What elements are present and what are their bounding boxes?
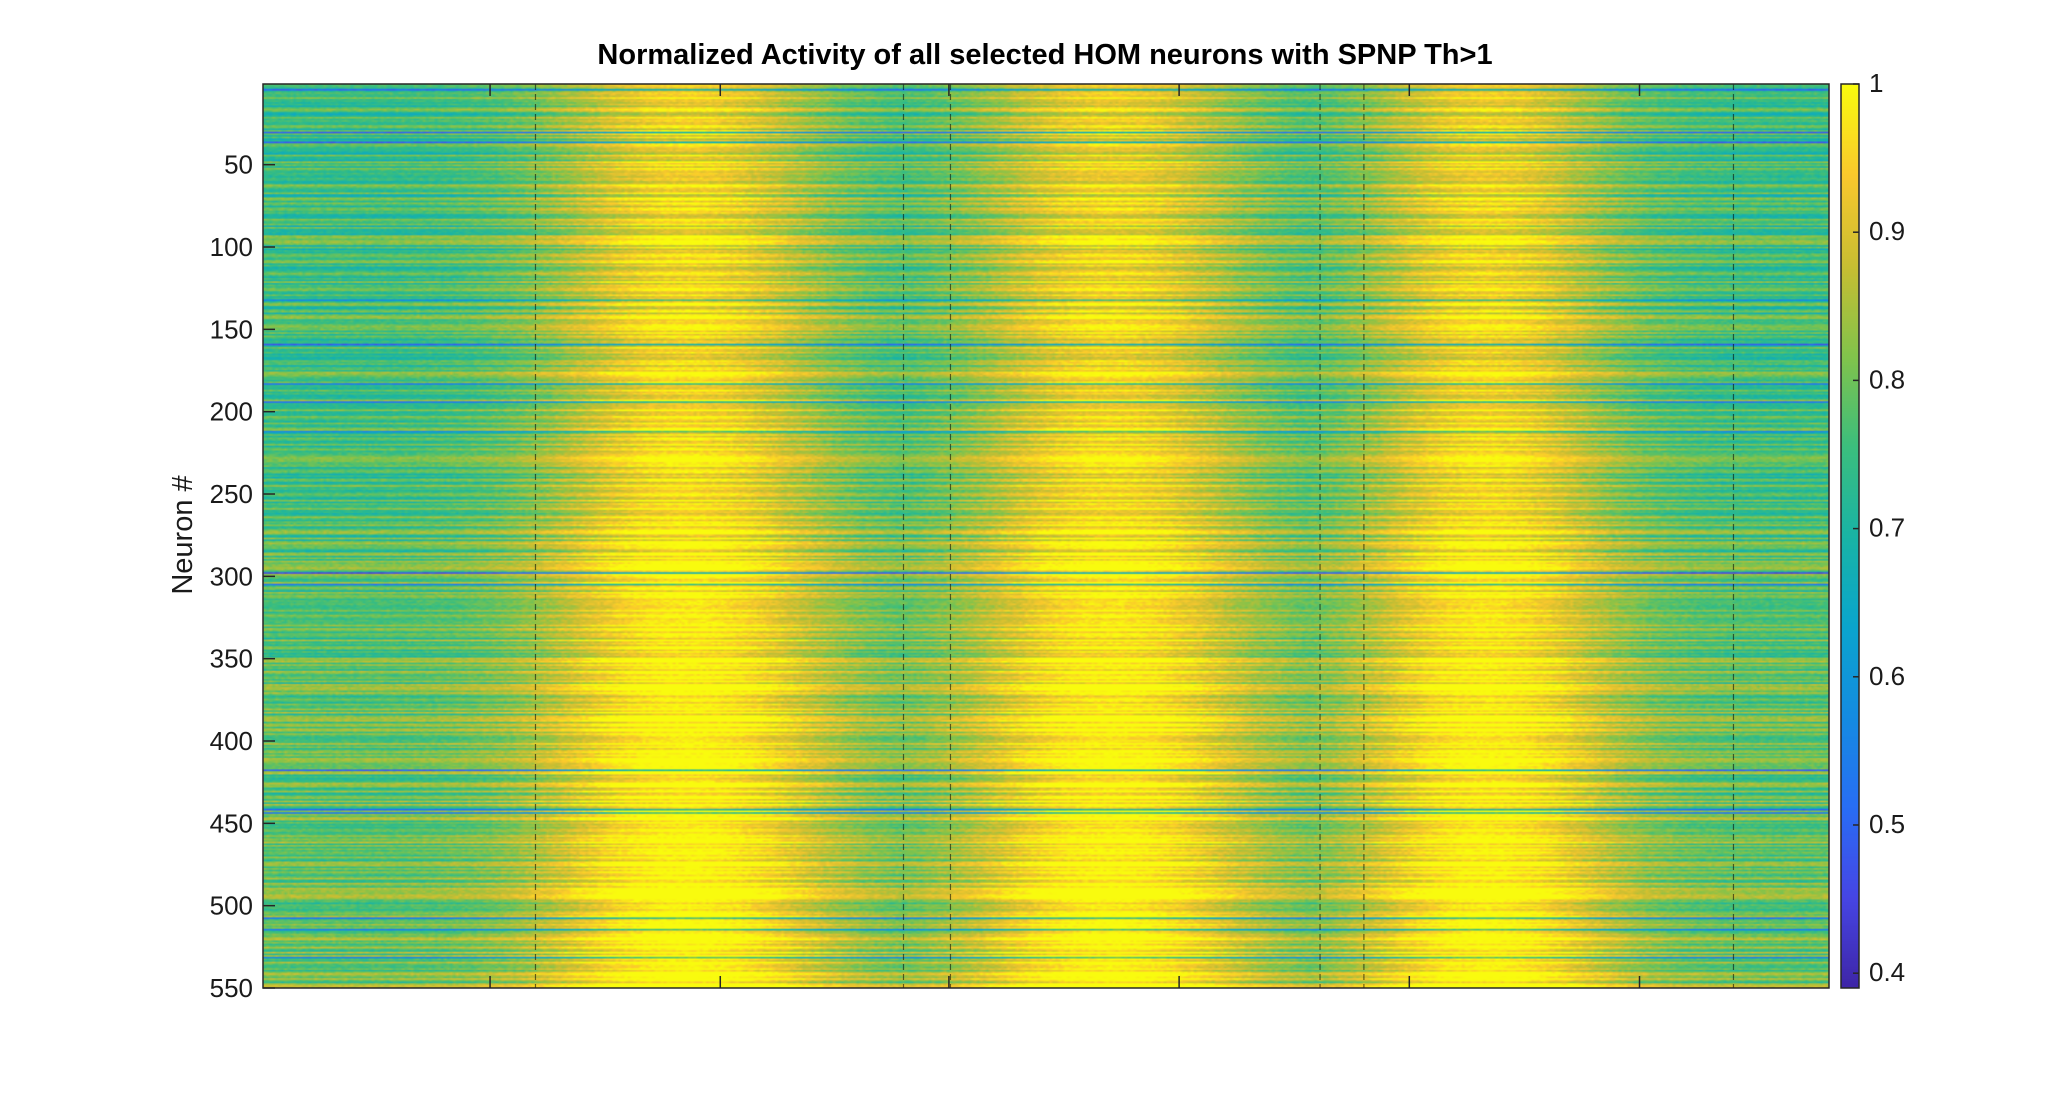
colorbar-tick-label: 0.5 (1869, 809, 1905, 839)
plot-frame (262, 83, 1830, 989)
y-tick-label: 500 (210, 891, 253, 921)
colorbar-tick-label: 1 (1869, 68, 1883, 98)
colorbar-tick-label: 0.7 (1869, 513, 1905, 543)
y-tick-label: 550 (210, 973, 253, 1003)
y-tick-label: 150 (210, 314, 253, 344)
y-tick-label: 250 (210, 479, 253, 509)
y-axis-ticks: 50 100 150 200 250 300 350 400 450 500 550 (210, 150, 275, 1003)
y-tick-label: 300 (210, 561, 253, 591)
colorbar-tick-label: 0.9 (1869, 216, 1905, 246)
y-tick-label: 100 (210, 232, 253, 262)
heatmap-area (262, 83, 1830, 989)
y-tick-label: 200 (210, 397, 253, 427)
y-tick-label: 350 (210, 644, 253, 674)
colorbar-tick-label: 0.8 (1869, 364, 1905, 394)
colorbar-tick-label: 0.6 (1869, 661, 1905, 691)
y-tick-label: 400 (210, 726, 253, 756)
y-tick-label: 50 (224, 150, 253, 180)
colorbar: 0.4 0.5 0.6 0.7 0.8 0.9 1 (1840, 68, 1905, 989)
heatmap-image (263, 84, 1829, 988)
x-axis-ticks (489, 84, 1641, 988)
colorbar-gradient (1841, 84, 1859, 988)
y-axis-label: Neuron # (167, 475, 199, 594)
y-tick-label: 450 (210, 808, 253, 838)
colorbar-frame (1840, 83, 1860, 989)
chart-title: Normalized Activity of all selected HOM … (597, 39, 1492, 71)
grid-lines (534, 84, 1735, 988)
colorbar-ticks: 0.4 0.5 0.6 0.7 0.8 0.9 1 (1853, 68, 1905, 987)
colorbar-tick-label: 0.4 (1869, 957, 1905, 987)
